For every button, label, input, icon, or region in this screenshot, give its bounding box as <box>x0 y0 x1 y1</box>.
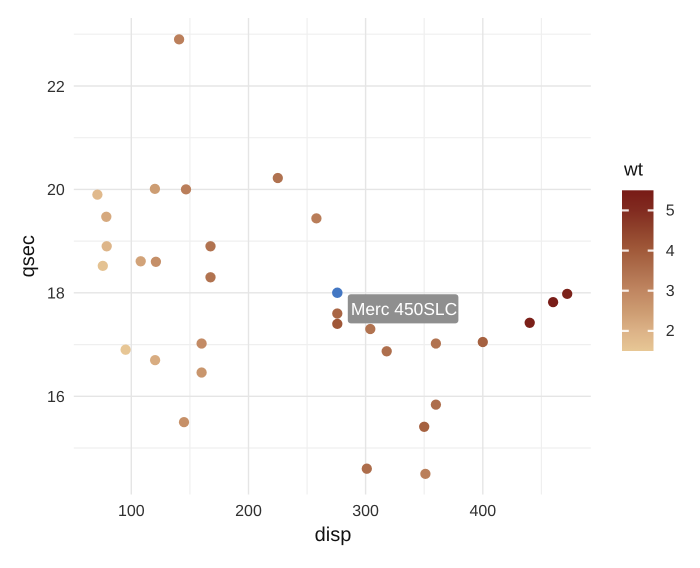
svg-text:qsec: qsec <box>17 235 39 277</box>
svg-text:22: 22 <box>47 79 65 96</box>
svg-text:Merc 450SLC: Merc 450SLC <box>351 299 457 319</box>
svg-text:3: 3 <box>666 283 675 300</box>
svg-text:300: 300 <box>352 503 379 520</box>
svg-text:wt: wt <box>623 160 644 181</box>
svg-text:400: 400 <box>469 503 496 520</box>
svg-text:20: 20 <box>47 182 65 199</box>
svg-text:5: 5 <box>666 203 675 220</box>
svg-text:200: 200 <box>235 503 262 520</box>
svg-text:2: 2 <box>666 323 675 340</box>
svg-text:16: 16 <box>47 389 65 406</box>
svg-text:4: 4 <box>666 243 675 260</box>
svg-text:100: 100 <box>118 503 145 520</box>
svg-text:disp: disp <box>315 524 352 546</box>
svg-text:18: 18 <box>47 286 65 303</box>
